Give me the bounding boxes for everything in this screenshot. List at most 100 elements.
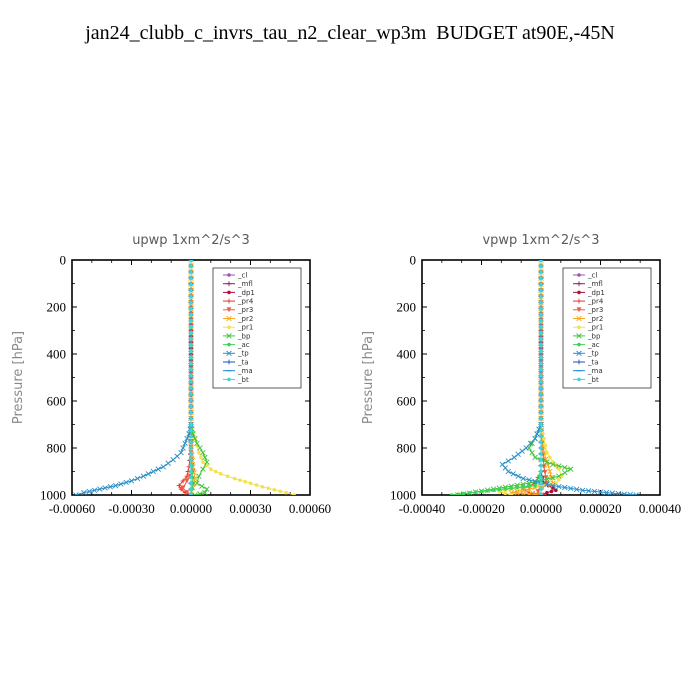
data-point bbox=[205, 463, 209, 468]
data-point bbox=[189, 294, 193, 299]
series-group bbox=[73, 260, 296, 495]
data-point bbox=[184, 473, 190, 479]
data-point bbox=[128, 478, 135, 484]
data-point bbox=[539, 373, 543, 378]
data-point bbox=[535, 489, 541, 494]
data-point bbox=[81, 489, 87, 495]
data-point bbox=[539, 343, 543, 348]
data-point bbox=[118, 481, 124, 487]
data-point bbox=[272, 488, 277, 492]
data-point bbox=[573, 486, 580, 493]
data-point bbox=[201, 460, 205, 464]
data-point bbox=[107, 484, 114, 490]
data-point bbox=[180, 445, 186, 451]
legend-marker bbox=[227, 377, 231, 382]
y-tick-label: 200 bbox=[47, 300, 67, 315]
data-point bbox=[91, 487, 98, 494]
data-point bbox=[539, 434, 543, 439]
data-point bbox=[549, 489, 554, 494]
legend-label: _mfl bbox=[587, 280, 603, 288]
data-point bbox=[545, 450, 549, 455]
data-point bbox=[539, 428, 543, 433]
data-point bbox=[180, 478, 186, 484]
data-point bbox=[254, 483, 259, 487]
data-point bbox=[539, 380, 543, 384]
data-point bbox=[188, 260, 194, 263]
data-point bbox=[539, 264, 543, 268]
legend-marker bbox=[577, 377, 581, 382]
y-tick-label: 0 bbox=[410, 253, 417, 268]
data-point bbox=[189, 260, 193, 262]
legend-marker bbox=[577, 342, 581, 347]
data-point bbox=[497, 487, 502, 492]
data-point bbox=[189, 282, 193, 287]
data-point bbox=[529, 449, 535, 456]
legend-label: _dp1 bbox=[587, 289, 605, 297]
data-point bbox=[182, 440, 188, 447]
data-point bbox=[539, 493, 543, 495]
legend-marker bbox=[576, 298, 582, 304]
legend-marker bbox=[576, 333, 582, 339]
data-point bbox=[539, 276, 543, 281]
y-tick-label: 600 bbox=[397, 394, 417, 409]
legend-marker bbox=[226, 359, 232, 365]
data-point bbox=[539, 475, 543, 480]
legend-marker bbox=[226, 333, 232, 339]
data-point bbox=[189, 343, 193, 348]
data-point bbox=[539, 457, 543, 462]
data-point bbox=[633, 492, 639, 495]
data-point bbox=[519, 448, 525, 454]
data-point bbox=[539, 452, 543, 456]
legend-marker bbox=[226, 281, 232, 287]
data-point bbox=[170, 457, 176, 463]
data-point bbox=[209, 467, 213, 471]
data-point bbox=[539, 331, 543, 335]
data-point bbox=[204, 486, 210, 492]
data-point bbox=[615, 490, 622, 495]
data-point bbox=[550, 482, 556, 489]
data-point bbox=[539, 463, 543, 468]
data-point bbox=[189, 373, 193, 378]
y-tick-label: 200 bbox=[397, 300, 417, 315]
legend-box bbox=[562, 267, 652, 389]
y-axis-label: Pressure [hPa] bbox=[361, 331, 376, 424]
data-point bbox=[180, 485, 186, 491]
data-point bbox=[503, 487, 508, 491]
legend-label: _pr3 bbox=[237, 306, 253, 314]
chart-title: vpwp 1xm^2/s^3 bbox=[482, 233, 599, 248]
data-point bbox=[189, 270, 193, 274]
data-point bbox=[538, 492, 544, 495]
data-point bbox=[562, 484, 568, 491]
data-point bbox=[189, 487, 193, 491]
legend-label: _ma bbox=[587, 367, 603, 375]
legend-marker bbox=[577, 290, 581, 295]
data-point bbox=[189, 428, 193, 433]
data-point bbox=[544, 459, 550, 465]
data-point bbox=[527, 484, 531, 489]
data-point bbox=[165, 460, 171, 466]
chart-panel-1: upwp 1xm^2/s^3 Pressure [hPa] -0.00060 -0.0… bbox=[11, 233, 331, 516]
data-point bbox=[548, 474, 555, 481]
x-tick-label: 0.00020 bbox=[579, 501, 621, 516]
legend-marker bbox=[227, 290, 231, 295]
data-point bbox=[539, 481, 543, 486]
data-point bbox=[539, 422, 543, 427]
legend-label: _ta bbox=[237, 358, 249, 366]
data-point bbox=[597, 489, 604, 495]
data-point bbox=[189, 440, 193, 444]
data-point bbox=[510, 471, 516, 477]
legend-marker bbox=[227, 342, 231, 347]
data-point bbox=[150, 468, 157, 475]
series-line-ac bbox=[451, 260, 542, 495]
legend-label: _bp bbox=[587, 332, 601, 340]
data-point bbox=[140, 473, 147, 479]
data-point bbox=[189, 469, 193, 474]
legend-label: _bt bbox=[237, 376, 249, 384]
data-point bbox=[627, 491, 633, 495]
data-point bbox=[292, 493, 296, 495]
data-point bbox=[225, 474, 230, 479]
data-point bbox=[189, 386, 193, 390]
legend-marker bbox=[227, 273, 231, 277]
y-tick-label: 400 bbox=[397, 347, 417, 362]
data-point bbox=[544, 476, 550, 482]
